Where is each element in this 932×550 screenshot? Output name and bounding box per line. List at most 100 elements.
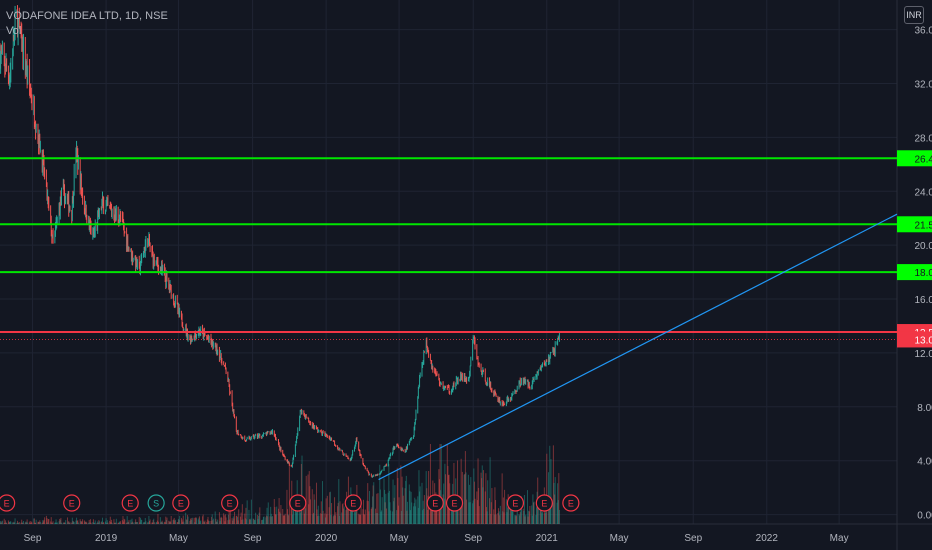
volume-bar	[88, 522, 90, 524]
volume-bar	[498, 511, 500, 524]
x-axis[interactable]: Sep 2019 May Sep 2020 May Sep 2021 May Sep 2022 May	[24, 533, 849, 544]
volume-bar	[168, 520, 170, 524]
volume-bar	[414, 506, 416, 524]
volume-bar	[528, 510, 530, 524]
volume-bar	[358, 514, 360, 524]
volume-bar	[206, 521, 208, 524]
volume-bar	[393, 501, 395, 524]
volume-bar	[111, 519, 113, 524]
volume-bar	[457, 460, 459, 524]
volume-bar	[290, 500, 292, 524]
volume-bar	[227, 520, 229, 524]
volume-bar	[499, 515, 501, 524]
volume-bar	[540, 501, 542, 524]
volume-bar	[232, 520, 234, 524]
volume-bar	[197, 519, 199, 524]
volume-bar	[165, 516, 167, 524]
volume-bar	[400, 465, 402, 524]
split-marker[interactable]	[147, 494, 165, 512]
y-axis[interactable]: 0.00 4.00 8.00 12.00 16.00 20.00 24.00 28.00 32.…	[897, 26, 932, 522]
volume-bar	[27, 522, 29, 524]
earnings-marker[interactable]	[289, 494, 307, 512]
trendline[interactable]	[378, 213, 898, 481]
volume-bar	[138, 516, 140, 524]
earnings-marker[interactable]	[445, 494, 464, 512]
volume-bar	[422, 500, 424, 524]
volume-bar	[384, 502, 386, 524]
volume-bar	[80, 521, 82, 524]
volume-bar	[204, 520, 206, 524]
volume-bar	[152, 520, 154, 524]
volume-bar	[417, 496, 419, 524]
event-marker-label: E	[295, 499, 301, 509]
earnings-marker[interactable]	[426, 494, 444, 512]
volume-bar	[426, 488, 428, 524]
volume-bar	[536, 491, 538, 524]
earnings-marker[interactable]	[535, 494, 553, 512]
volume-bar	[117, 522, 119, 524]
volume-bar	[292, 502, 294, 524]
volume-bar	[549, 497, 551, 524]
volume-bar	[520, 496, 522, 524]
volume-bar	[182, 521, 184, 524]
volume-bar	[301, 455, 303, 524]
trendline-layer[interactable]	[378, 213, 898, 481]
x-tick-label: May	[830, 533, 849, 544]
volume-bar	[124, 519, 126, 524]
volume-bar	[274, 507, 276, 524]
volume-bar	[7, 520, 9, 524]
volume-bar	[526, 490, 528, 524]
volume-bar	[263, 516, 265, 524]
volume-bar	[50, 517, 52, 524]
earnings-marker[interactable]	[506, 494, 525, 512]
volume-bar	[135, 522, 137, 524]
volume-bar	[71, 522, 73, 524]
volume-bar	[267, 516, 269, 524]
y-tick-label: 24.00	[914, 187, 932, 198]
volume-bar	[476, 500, 478, 524]
volume-bar	[9, 521, 11, 524]
volume-bar	[136, 521, 138, 524]
earnings-marker[interactable]	[344, 494, 362, 512]
volume-bar	[136, 521, 138, 524]
earnings-marker[interactable]	[63, 494, 81, 512]
volume-bar	[461, 505, 463, 524]
volume-bar	[159, 517, 161, 524]
earnings-marker[interactable]	[562, 494, 580, 512]
volume-bar	[359, 514, 361, 524]
earnings-marker[interactable]	[172, 494, 190, 512]
currency-badge[interactable]: INR	[904, 6, 924, 24]
volume-bar	[297, 503, 299, 524]
volume-bar	[481, 478, 483, 524]
volume-bar	[120, 521, 122, 524]
volume-bar	[366, 500, 368, 524]
volume-bar	[284, 513, 286, 524]
volume-bar	[334, 497, 336, 524]
volume-bar	[519, 512, 521, 524]
earnings-marker[interactable]	[121, 494, 139, 512]
volume-bar	[44, 517, 46, 524]
volume-bar	[380, 511, 382, 524]
volume-bar	[309, 499, 311, 524]
volume-bar	[514, 515, 516, 524]
volume-bar	[532, 502, 534, 524]
volume-bar	[246, 519, 248, 524]
volume-bar	[198, 517, 200, 524]
volume-bar	[278, 508, 280, 524]
earnings-marker[interactable]	[0, 494, 16, 512]
event-marker-label: E	[568, 499, 574, 509]
volume-bar	[557, 483, 559, 524]
earnings-marker[interactable]	[221, 494, 239, 512]
volume-bar	[328, 507, 330, 524]
volume-bar	[148, 515, 150, 524]
volume-bar	[482, 487, 484, 524]
x-tick-label: May	[169, 533, 188, 544]
volume-bar	[275, 514, 277, 524]
volume-bar	[282, 508, 284, 524]
volume-bar	[67, 521, 69, 524]
volume-bar	[56, 522, 58, 524]
volume-bar	[20, 522, 22, 524]
volume-bar	[426, 509, 428, 524]
volume-bar	[402, 495, 404, 524]
